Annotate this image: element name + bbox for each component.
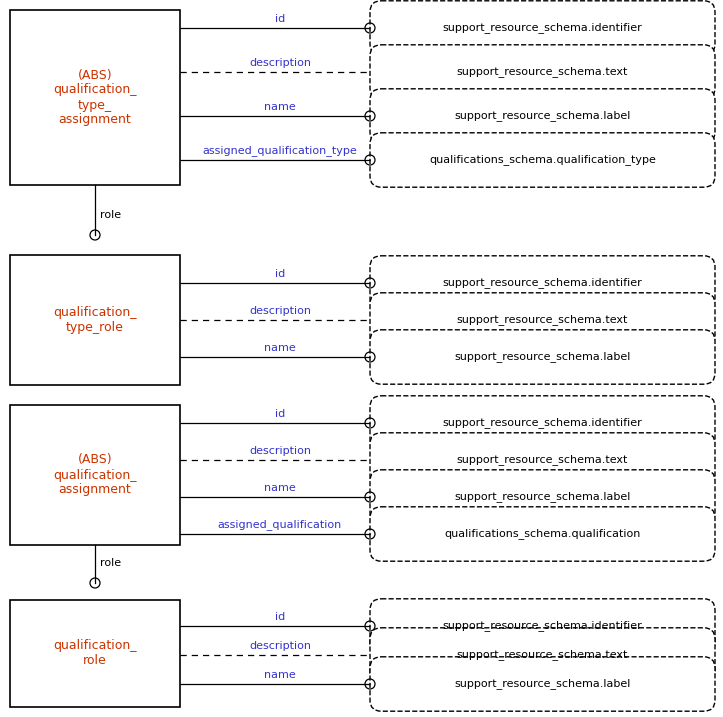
Text: support_resource_schema.identifier: support_resource_schema.identifier <box>442 620 642 632</box>
Text: role: role <box>100 558 121 568</box>
Text: description: description <box>249 446 311 456</box>
FancyBboxPatch shape <box>370 133 715 187</box>
Text: (ABS)
qualification_
type_
assignment: (ABS) qualification_ type_ assignment <box>54 69 137 126</box>
Text: support_resource_schema.identifier: support_resource_schema.identifier <box>442 277 642 288</box>
Text: qualifications_schema.qualification: qualifications_schema.qualification <box>445 528 641 539</box>
FancyBboxPatch shape <box>370 256 715 310</box>
FancyBboxPatch shape <box>370 599 715 653</box>
Text: id: id <box>275 14 285 24</box>
FancyBboxPatch shape <box>370 330 715 384</box>
Text: support_resource_schema.label: support_resource_schema.label <box>454 492 630 503</box>
Text: (ABS)
qualification_
assignment: (ABS) qualification_ assignment <box>54 453 137 496</box>
Text: role: role <box>100 210 121 220</box>
FancyBboxPatch shape <box>370 44 715 99</box>
Text: assigned_qualification_type: assigned_qualification_type <box>202 145 357 156</box>
Text: support_resource_schema.identifier: support_resource_schema.identifier <box>442 417 642 429</box>
FancyBboxPatch shape <box>370 470 715 524</box>
Text: support_resource_schema.text: support_resource_schema.text <box>457 315 628 326</box>
Text: support_resource_schema.label: support_resource_schema.label <box>454 110 630 121</box>
Text: name: name <box>264 343 296 353</box>
Text: description: description <box>249 58 311 68</box>
Text: name: name <box>264 483 296 493</box>
Text: name: name <box>264 102 296 112</box>
FancyBboxPatch shape <box>370 628 715 682</box>
FancyBboxPatch shape <box>370 89 715 143</box>
Text: id: id <box>275 612 285 622</box>
Bar <box>10 600 180 707</box>
Text: id: id <box>275 409 285 419</box>
Text: support_resource_schema.identifier: support_resource_schema.identifier <box>442 22 642 34</box>
Text: qualifications_schema.qualification_type: qualifications_schema.qualification_type <box>429 155 656 166</box>
Text: support_resource_schema.label: support_resource_schema.label <box>454 351 630 363</box>
FancyBboxPatch shape <box>370 1 715 55</box>
FancyBboxPatch shape <box>370 396 715 450</box>
Text: support_resource_schema.text: support_resource_schema.text <box>457 455 628 465</box>
Text: support_resource_schema.label: support_resource_schema.label <box>454 678 630 690</box>
Text: assigned_qualification: assigned_qualification <box>218 519 342 530</box>
FancyBboxPatch shape <box>370 657 715 711</box>
Text: description: description <box>249 641 311 651</box>
Bar <box>10 405 180 545</box>
Text: support_resource_schema.text: support_resource_schema.text <box>457 650 628 660</box>
Bar <box>10 255 180 385</box>
Text: id: id <box>275 269 285 279</box>
Text: qualification_
role: qualification_ role <box>54 640 137 668</box>
Text: description: description <box>249 306 311 316</box>
FancyBboxPatch shape <box>370 293 715 347</box>
Text: name: name <box>264 670 296 680</box>
Bar <box>10 10 180 185</box>
FancyBboxPatch shape <box>370 507 715 561</box>
Text: support_resource_schema.text: support_resource_schema.text <box>457 67 628 77</box>
Text: qualification_
type_role: qualification_ type_role <box>54 306 137 334</box>
FancyBboxPatch shape <box>370 433 715 487</box>
